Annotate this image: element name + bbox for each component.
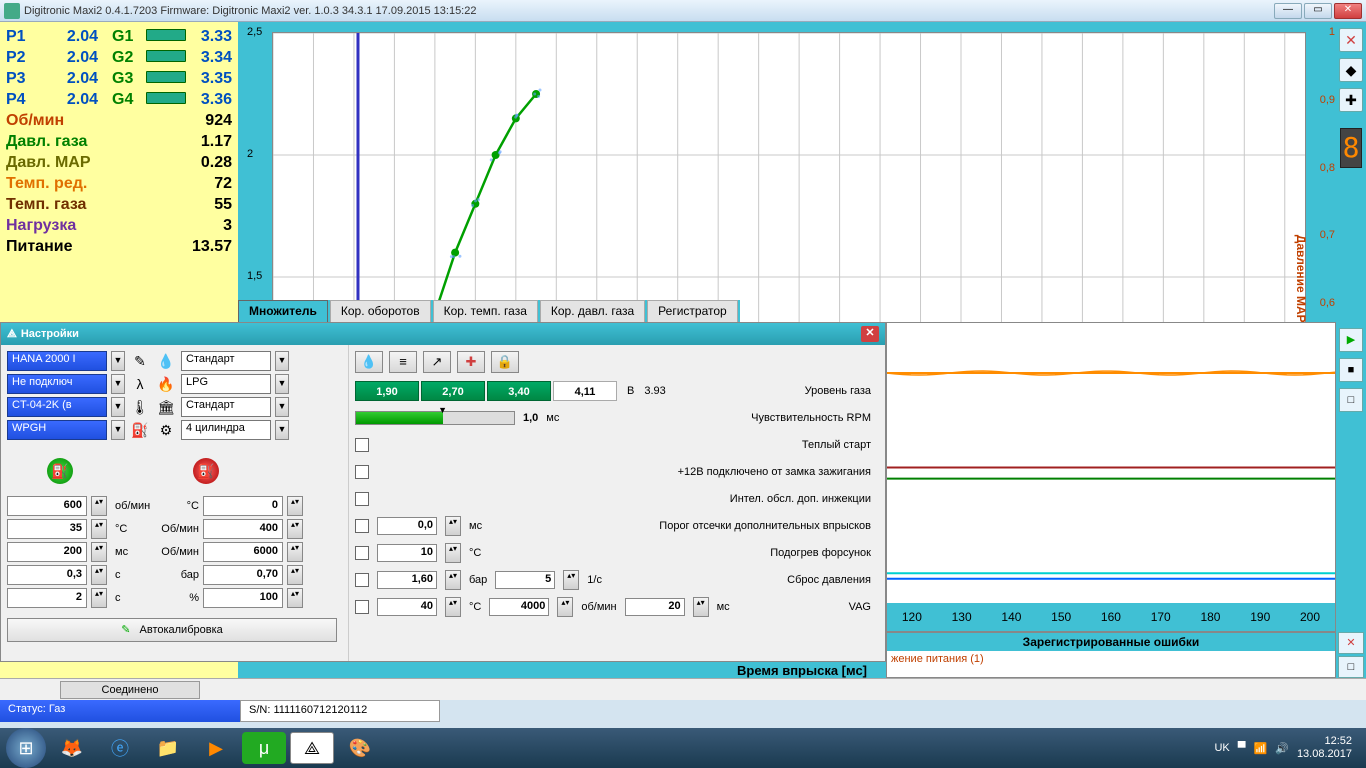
sel-icon-r-3: ⚙ xyxy=(155,420,177,440)
tray-flag-icon[interactable]: ▀ xyxy=(1238,742,1246,754)
left-field-1[interactable]: 35 xyxy=(7,519,87,539)
app-icon xyxy=(4,3,20,19)
check-3[interactable] xyxy=(355,519,369,533)
left-field-0[interactable]: 600 xyxy=(7,496,87,516)
live-stop-button[interactable]: ■ xyxy=(1339,358,1363,382)
petrol-mode-button[interactable]: ⛽ xyxy=(193,458,219,484)
taskbar-firefox-icon[interactable]: 🦊 xyxy=(50,732,94,764)
taskbar-utorrent-icon[interactable]: μ xyxy=(242,732,286,764)
left-field-2[interactable]: 200 xyxy=(7,542,87,562)
live-chart: 120130140150160170180190200 xyxy=(886,322,1336,632)
taskbar-media-icon[interactable]: ▶ xyxy=(194,732,238,764)
tray-net-icon[interactable]: 📶 xyxy=(1254,742,1268,755)
maximize-button[interactable]: ▭ xyxy=(1304,3,1332,19)
status-line: Статус: Газ S/N: 1111160712120112 xyxy=(0,700,1366,722)
gas-mode-button[interactable]: ⛽ xyxy=(47,458,73,484)
taskbar-explorer-icon[interactable]: 📁 xyxy=(146,732,190,764)
autocalibration-button[interactable]: ✎ Автокалибровка xyxy=(7,618,337,642)
settings-window: ⟁ Настройки ✕ HANA 2000 I▼ ✎ 💧 Стандарт▼… xyxy=(0,322,886,662)
sel-icon-r-1: 🔥 xyxy=(155,374,177,394)
right-field-2[interactable]: 6000 xyxy=(203,542,283,562)
tool-lock-icon[interactable]: 🔒 xyxy=(491,351,519,373)
sel-icon-r-2: 🏛 xyxy=(155,397,177,417)
close-button[interactable]: ✕ xyxy=(1334,3,1362,19)
tab-bar: МножительКор. оборотовКор. темп. газаКор… xyxy=(238,300,740,322)
check-0[interactable] xyxy=(355,438,369,452)
windows-taskbar: ⊞ 🦊 ⓔ 📁 ▶ μ ⟁ 🎨 UK ▀ 📶 🔊 12:52 13.08.201… xyxy=(0,728,1366,768)
dropdown-l-3[interactable]: WPGH xyxy=(7,420,107,440)
gas-level-row: 1,90 2,70 3,40 4,11 B 3.93 Уровень газа xyxy=(355,381,879,401)
tray-clock[interactable]: 12:52 13.08.2017 xyxy=(1297,735,1352,761)
start-button[interactable]: ⊞ xyxy=(6,728,46,768)
tab-2[interactable]: Кор. темп. газа xyxy=(433,300,538,322)
level-seg-4[interactable]: 4,11 xyxy=(553,381,617,401)
check-4[interactable] xyxy=(355,546,369,560)
right-field-4[interactable]: 100 xyxy=(203,588,283,608)
sel-icon-l-1: λ xyxy=(129,374,151,394)
settings-right-column: 💧 ≡ ↗ ✚ 🔒 1,90 2,70 3,40 4,11 B 3.93 Уро… xyxy=(349,345,885,661)
tray-vol-icon[interactable]: 🔊 xyxy=(1275,742,1289,755)
rpm-sensitivity-slider[interactable]: ▼ xyxy=(355,411,515,425)
left-field-3[interactable]: 0,3 xyxy=(7,565,87,585)
dropdown-r-3[interactable]: 4 цилиндра xyxy=(181,420,271,440)
dropdown-r-1[interactable]: LPG xyxy=(181,374,271,394)
window-title: Digitronic Maxi2 0.4.1.7203 Firmware: Di… xyxy=(24,5,1274,17)
right-field-0[interactable]: 0 xyxy=(203,496,283,516)
errors-title: Зарегистрированные ошибки xyxy=(887,633,1335,651)
level-seg-1[interactable]: 1,90 xyxy=(355,381,419,401)
left-field-4[interactable]: 2 xyxy=(7,588,87,608)
tab-3[interactable]: Кор. давл. газа xyxy=(540,300,645,322)
live-chart-toolbar: ▶ ■ □ xyxy=(1336,322,1366,632)
errors-panel: Зарегистрированные ошибки жение питания … xyxy=(886,632,1336,678)
close-chart-button[interactable]: ✕ xyxy=(1339,28,1363,52)
tool-plus-icon[interactable]: ✚ xyxy=(457,351,485,373)
check-6[interactable] xyxy=(355,600,369,614)
right-field-3[interactable]: 0,70 xyxy=(203,565,283,585)
settings-left-column: HANA 2000 I▼ ✎ 💧 Стандарт▼ Не подключ▼ λ… xyxy=(1,345,349,661)
sel-icon-l-0: ✎ xyxy=(129,351,151,371)
sel-icon-r-0: 💧 xyxy=(155,351,177,371)
error-item: жение питания (1) xyxy=(887,651,1335,667)
taskbar-paint-icon[interactable]: 🎨 xyxy=(338,732,382,764)
tool-arrow-icon[interactable]: ↗ xyxy=(423,351,451,373)
dropdown-r-2[interactable]: Стандарт xyxy=(181,397,271,417)
window-titlebar: Digitronic Maxi2 0.4.1.7203 Firmware: Di… xyxy=(0,0,1366,22)
check-1[interactable] xyxy=(355,465,369,479)
settings-close-button[interactable]: ✕ xyxy=(861,326,879,342)
dropdown-l-0[interactable]: HANA 2000 I xyxy=(7,351,107,371)
tool-injector-icon[interactable]: 💧 xyxy=(355,351,383,373)
settings-title: Настройки xyxy=(21,328,79,340)
dropdown-r-0[interactable]: Стандарт xyxy=(181,351,271,371)
bottom-bar: Соединено xyxy=(0,678,1366,700)
tab-4[interactable]: Регистратор xyxy=(647,300,738,322)
status-gas: Статус: Газ xyxy=(0,700,240,722)
settings-header[interactable]: ⟁ Настройки ✕ xyxy=(1,323,885,345)
check-2[interactable] xyxy=(355,492,369,506)
level-seg-2[interactable]: 2,70 xyxy=(421,381,485,401)
minimize-button[interactable]: — xyxy=(1274,3,1302,19)
level-seg-3[interactable]: 3,40 xyxy=(487,381,551,401)
right-field-1[interactable]: 400 xyxy=(203,519,283,539)
sel-icon-l-3: ⛽ xyxy=(129,420,151,440)
errors-close-button[interactable]: ✕ xyxy=(1338,632,1364,654)
sel-icon-l-2: 🌡 xyxy=(129,397,151,417)
gas-level-digit: 8 xyxy=(1340,128,1362,168)
dropdown-l-2[interactable]: CT-04-2K (в xyxy=(7,397,107,417)
connection-status: Соединено xyxy=(60,681,200,699)
live-play-button[interactable]: ▶ xyxy=(1339,328,1363,352)
tab-1[interactable]: Кор. оборотов xyxy=(330,300,431,322)
check-5[interactable] xyxy=(355,573,369,587)
taskbar-app-icon[interactable]: ⟁ xyxy=(290,732,334,764)
dropdown-l-1[interactable]: Не подключ xyxy=(7,374,107,394)
chart-tool-2[interactable]: ✚ xyxy=(1339,88,1363,112)
taskbar-ie-icon[interactable]: ⓔ xyxy=(98,732,142,764)
tab-0[interactable]: Множитель xyxy=(238,300,328,322)
serial-number: S/N: 1111160712120112 xyxy=(240,700,440,722)
live-square-button[interactable]: □ xyxy=(1339,388,1363,412)
chart-tool-1[interactable]: ◆ xyxy=(1339,58,1363,82)
tool-list-icon[interactable]: ≡ xyxy=(389,351,417,373)
errors-box-button[interactable]: □ xyxy=(1338,656,1364,678)
chart-x-label: Время впрыска [мс] xyxy=(737,663,867,678)
tray-lang[interactable]: UK xyxy=(1214,742,1229,754)
